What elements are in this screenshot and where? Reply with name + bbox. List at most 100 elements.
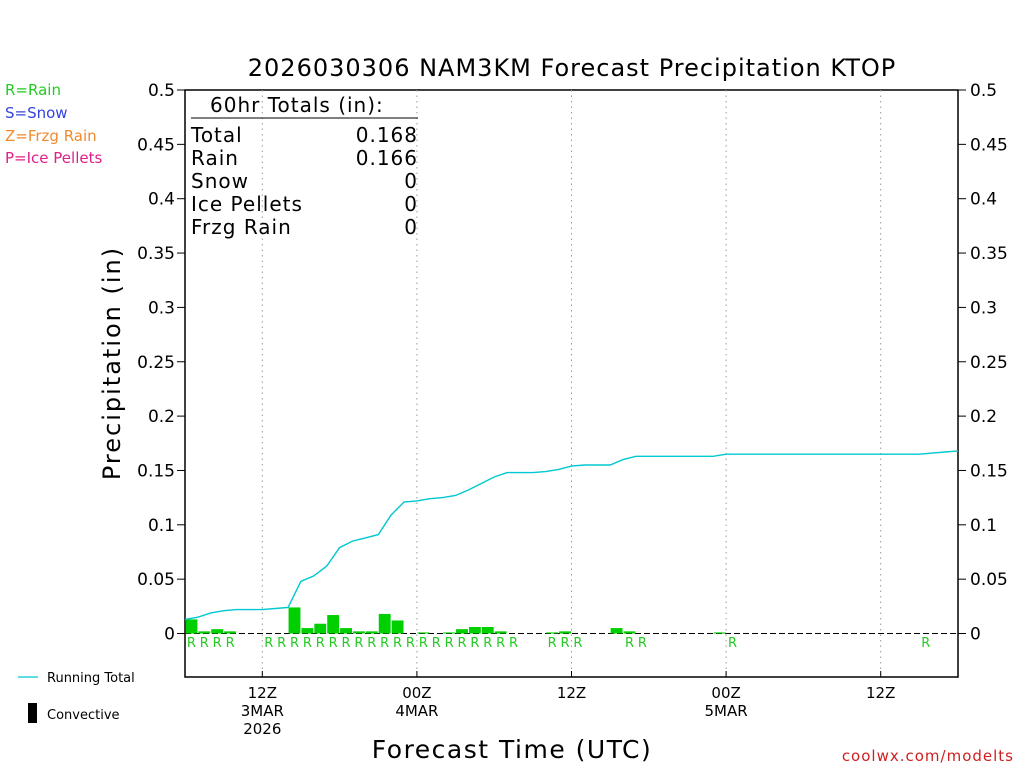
precip-bar (301, 628, 314, 634)
x-tick-label: 2026 (243, 720, 281, 738)
y-tick-label-right: 0.25 (970, 353, 1008, 373)
x-tick-label: 3MAR (241, 702, 284, 720)
precip-type-marker: R (638, 636, 647, 651)
y-tick-label-left: 0.25 (137, 353, 175, 373)
totals-value-total: 0.168 (356, 123, 418, 147)
precip-bar (391, 620, 404, 634)
x-tick-label: 4MAR (395, 702, 438, 720)
precip-bar (456, 629, 468, 634)
y-tick-label-right: 0.35 (970, 244, 1008, 264)
precip-bar (494, 631, 507, 634)
precip-bar (481, 626, 494, 634)
precip-type-marker: R (200, 636, 209, 651)
precip-type-marker: R (573, 636, 582, 651)
precip-type-marker: R (406, 636, 415, 651)
totals-label-ice-pellets: Ice Pellets (191, 192, 303, 216)
y-tick-label-right: 0.2 (970, 407, 997, 427)
totals-value-ice-pellets: 0 (404, 192, 418, 216)
y-tick-label-right: 0 (970, 625, 981, 645)
precip-bars (185, 607, 726, 634)
chart-title: 2026030306 NAM3KM Forecast Precipitation… (248, 54, 896, 82)
y-tick-label-left: 0.2 (148, 407, 175, 427)
precip-type-marker: R (354, 636, 363, 651)
precip-bar (211, 629, 224, 634)
precip-bar (443, 632, 456, 634)
y-tick-label-right: 0.3 (970, 298, 997, 318)
y-tick-label-right: 0.1 (970, 516, 997, 536)
totals-label-rain: Rain (191, 146, 239, 170)
precip-type-marker: R (316, 636, 325, 651)
totals-label-snow: Snow (191, 169, 249, 193)
legend-rain: R=Rain (5, 81, 61, 99)
precip-type-marker: R (226, 636, 235, 651)
totals-value-rain: 0.166 (356, 146, 418, 170)
precip-type-marker: R (342, 636, 351, 651)
precip-type-marker: R (483, 636, 492, 651)
precip-type-marker: R (625, 636, 634, 651)
y-tick-label-left: 0.3 (148, 298, 175, 318)
y-tick-label-left: 0.1 (148, 516, 175, 536)
x-tick-label: 5MAR (705, 702, 748, 720)
y-tick-label-right: 0.5 (970, 81, 997, 101)
y-tick-label-right: 0.45 (970, 135, 1008, 155)
totals-box: 60hr Totals (in): Total 0.168 Rain 0.166… (190, 93, 418, 239)
y-axis-label: Precipitation (in) (98, 246, 126, 480)
precip-type-marker: R (445, 636, 454, 651)
precip-bar (713, 632, 726, 634)
precip-type-marker: R (213, 636, 222, 651)
precip-type-marker: R (290, 636, 299, 651)
precip-type-marker: R (329, 636, 338, 651)
precip-bar (314, 623, 327, 634)
precip-bar (468, 626, 481, 634)
y-tick-label-left: 0.4 (148, 190, 175, 210)
x-tick-label: 12Z (248, 684, 277, 702)
precip-bar (365, 631, 378, 634)
y-tick-label-left: 0.35 (137, 244, 175, 264)
precip-bar (185, 619, 198, 634)
precip-bar (224, 631, 237, 634)
bottom-legend: Running Total Convective (18, 671, 135, 723)
precip-type-marker: R (470, 636, 479, 651)
precip-bar (340, 628, 352, 634)
convective-legend-label: Convective (47, 708, 120, 723)
legend-snow: S=Snow (5, 104, 68, 122)
x-tick-label: 00Z (402, 684, 431, 702)
time-gridlines (261, 90, 882, 677)
precip-type-marker: R (303, 636, 312, 651)
precip-bar (546, 632, 559, 634)
totals-value-frzg-rain: 0 (404, 215, 418, 239)
precip-type-marker: R (728, 636, 737, 651)
x-tick-label: 12Z (557, 684, 586, 702)
precip-type-marker: R (367, 636, 376, 651)
convective-swatch (28, 703, 37, 723)
precip-bar (417, 632, 430, 634)
precip-type-marker: R (187, 636, 196, 651)
y-tick-label-left: 0.5 (148, 81, 175, 101)
precip-type-marker: R (921, 636, 930, 651)
y-tick-label-left: 0.05 (137, 570, 175, 590)
legend-ice-pellets: P=Ice Pellets (5, 149, 102, 167)
totals-label-frzg-rain: Frzg Rain (191, 215, 292, 239)
y-tick-label-right: 0.15 (970, 461, 1008, 481)
precip-type-marker: R (393, 636, 402, 651)
credit-link[interactable]: coolwx.com/modelts (842, 747, 1014, 765)
totals-label-total: Total (190, 123, 243, 147)
precip-bar (198, 631, 211, 634)
precip-type-marker: R (496, 636, 505, 651)
y-axis-ticks: 0 00.05 0.050.1 0.10.15 0.150.2 0.20.25 0.250.… (137, 81, 1008, 645)
y-tick-label-left: 0.15 (137, 461, 175, 481)
precip-type-marker: R (432, 636, 441, 651)
y-tick-label-right: 0.4 (970, 190, 997, 210)
precip-bar (352, 631, 365, 634)
precip-bar (559, 631, 571, 634)
precip-bar (327, 615, 340, 634)
precip-type-marker: R (548, 636, 557, 651)
precip-bar (288, 607, 301, 634)
precip-type-marker: R (561, 636, 570, 651)
precip-bar (610, 628, 623, 634)
precip-bar (623, 631, 636, 634)
y-tick-label-right: 0.05 (970, 570, 1008, 590)
running-total-line (184, 450, 959, 621)
